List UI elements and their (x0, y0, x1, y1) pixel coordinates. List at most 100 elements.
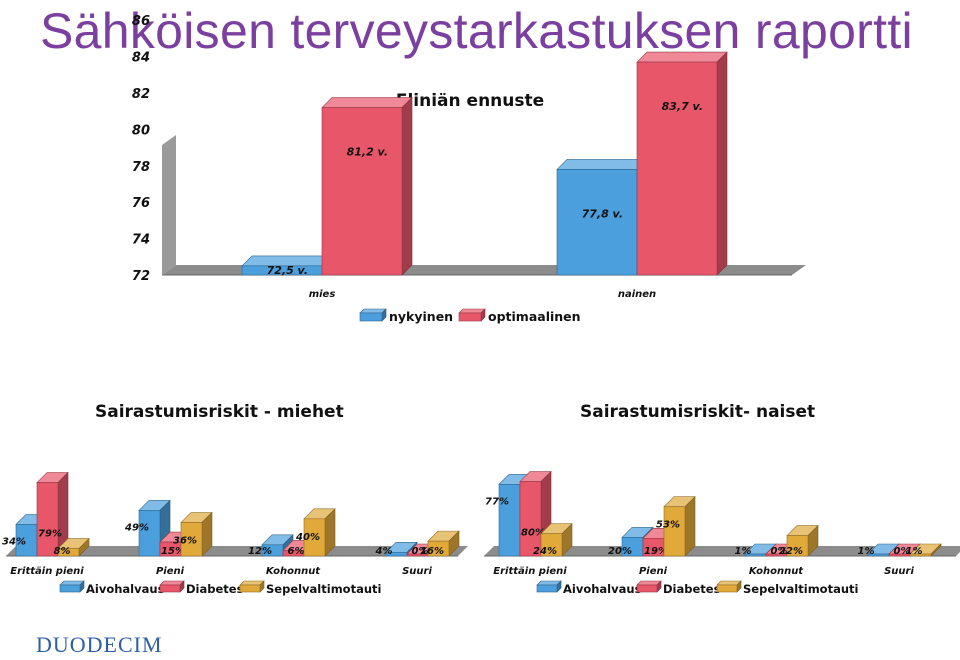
disease-risk-women-chart: Sairastumisriskit- naiset 77% 80% 24% Erittä… (484, 402, 960, 596)
x-category-label: Suuri (884, 566, 914, 577)
x-category-label: Pieni (156, 566, 185, 577)
legend-swatch-Aivohalvaus (536, 580, 562, 593)
legend-label: Diabetes (186, 582, 244, 596)
data-label: 80% (521, 528, 545, 539)
legend-label: nykyinen (389, 309, 453, 324)
y-tick-label: 74 (132, 233, 150, 248)
legend-swatch-Sepelvaltimotauti-front (716, 584, 738, 593)
bar-Sepelvaltimotauti-Erittäin pieni (57, 537, 90, 557)
data-label: 53% (656, 520, 680, 531)
x-category-label: Erittäin pieni (10, 566, 84, 577)
data-label: 1% (735, 546, 752, 557)
bar-Sepelvaltimotauti-Erittäin pieni-front (540, 533, 563, 557)
bar-Sepelvaltimotauti-Suuri-front (909, 553, 932, 557)
legend-swatch-Sepelvaltimotauti (716, 580, 742, 593)
bar-optimaalinen-mies (321, 96, 413, 276)
data-label: 22% (779, 546, 803, 557)
bar-Aivohalvaus-Erittäin pieni-front (498, 484, 521, 557)
legend-label: optimaalinen (488, 309, 581, 324)
bar-Sepelvaltimotauti-Suuri-front (427, 540, 450, 557)
legend-swatch-Diabetes-front (159, 584, 181, 593)
legend-swatch-nykyinen-front (359, 312, 383, 322)
x-category-label: Erittäin pieni (493, 566, 567, 577)
data-label: 77% (485, 496, 509, 507)
x-category-label: Suuri (402, 566, 432, 577)
life-expectancy-chart: Eliniän ennuste 72 74 76 78 80 82 84 86 72,5 v. 81… (132, 14, 806, 324)
life-chart-wall (162, 135, 176, 275)
legend-swatch-Aivohalvaus-front (59, 584, 81, 593)
legend-swatch-optimaalinen (458, 308, 486, 322)
data-label: 4% (375, 546, 393, 557)
data-label: 1% (858, 546, 875, 557)
data-label: 20% (608, 546, 632, 557)
x-category-label: Kohonnut (266, 566, 321, 577)
bar-Sepelvaltimotauti-Erittäin pieni-front (57, 548, 80, 557)
bar-nykyinen-nainen-top (556, 159, 648, 170)
risk-chart-floor (484, 546, 960, 556)
bar-Sepelvaltimotauti-Pieni (663, 495, 696, 557)
data-label: 24% (533, 546, 557, 557)
bar-optimaalinen-mies-side (401, 96, 413, 276)
data-label: 1% (906, 546, 923, 557)
legend-swatch-nykyinen-top (359, 308, 387, 314)
legend-swatch-Diabetes (159, 580, 185, 593)
bar-Sepelvaltimotauti-Suuri (427, 530, 460, 557)
legend-label: Sepelvaltimotauti (743, 582, 858, 596)
bar-optimaalinen-nainen-top (636, 51, 728, 63)
legend-swatch-Aivohalvaus-front (536, 584, 558, 593)
bar-optimaalinen-mies-top (321, 97, 413, 108)
risk-chart-title: Sairastumisriskit - miehet (95, 402, 344, 422)
x-category-label: mies (309, 289, 336, 300)
bar-optimaalinen-nainen-front (636, 61, 718, 276)
bar-Aivohalvaus-Pieni-front (138, 510, 161, 557)
data-label: 36% (173, 536, 197, 547)
risk-chart-floor (6, 546, 468, 556)
legend-swatch-Diabetes-front (636, 584, 658, 593)
data-label: 15% (161, 546, 185, 557)
data-label: 81,2 v. (347, 146, 388, 159)
life-chart-title: Eliniän ennuste (396, 91, 544, 111)
x-category-label: Kohonnut (749, 566, 804, 577)
legend-label: Sepelvaltimotauti (266, 582, 381, 596)
data-label: 0% (771, 546, 788, 557)
legend-swatch-Sepelvaltimotauti (239, 580, 265, 593)
legend-swatch-Aivohalvaus (59, 580, 85, 593)
data-label: 6% (288, 546, 305, 557)
bar-Diabetes-Erittäin pieni-front (36, 482, 59, 557)
legend-swatch-nykyinen (359, 308, 387, 322)
y-tick-label: 78 (132, 160, 150, 175)
legend-swatch-Diabetes (636, 580, 662, 593)
page-title: Sähköisen terveystarkastuksen raportti (40, 3, 913, 59)
y-tick-label: 80 (132, 123, 150, 138)
y-tick-label: 84 (132, 51, 150, 66)
bar-Sepelvaltimotauti-Pieni-front (180, 522, 203, 557)
duodecim-logo: DUODECIM (36, 632, 163, 657)
bar-Sepelvaltimotauti-Pieni-front (663, 506, 686, 557)
y-tick-label: 82 (132, 87, 150, 102)
risk-chart-title: Sairastumisriskit- naiset (580, 402, 815, 422)
x-category-label: nainen (618, 289, 656, 300)
bar-optimaalinen-nainen-side (716, 51, 728, 276)
bar-Sepelvaltimotauti-Kohonnut-front (786, 535, 809, 557)
data-label: 16% (420, 546, 444, 557)
bar-Sepelvaltimotauti-Erittäin pieni (540, 522, 573, 557)
bar-Sepelvaltimotauti-Kohonnut (303, 508, 336, 557)
bar-Sepelvaltimotauti-Pieni (180, 511, 213, 557)
data-label: 77,8 v. (582, 207, 623, 220)
legend-label: Aivohalvaus (563, 582, 642, 596)
legend-swatch-Sepelvaltimotauti-front (239, 584, 261, 593)
bar-Sepelvaltimotauti-Kohonnut (786, 524, 819, 557)
data-label: 40% (295, 532, 320, 543)
bar-Sepelvaltimotauti-Suuri (909, 543, 942, 557)
bar-optimaalinen-mies-front (321, 107, 403, 276)
y-tick-label: 86 (132, 14, 150, 29)
data-label: 19% (644, 546, 668, 557)
data-label: 34% (2, 536, 26, 547)
bar-nykyinen-nainen-front (556, 169, 638, 276)
legend-label: Diabetes (663, 582, 721, 596)
bar-Sepelvaltimotauti-Pieni-side (684, 495, 696, 557)
data-label: 72,5 v. (267, 264, 308, 277)
legend-label: Aivohalvaus (86, 582, 165, 596)
data-label: 49% (124, 522, 149, 533)
bar-Diabetes-Erittäin pieni (36, 471, 69, 557)
